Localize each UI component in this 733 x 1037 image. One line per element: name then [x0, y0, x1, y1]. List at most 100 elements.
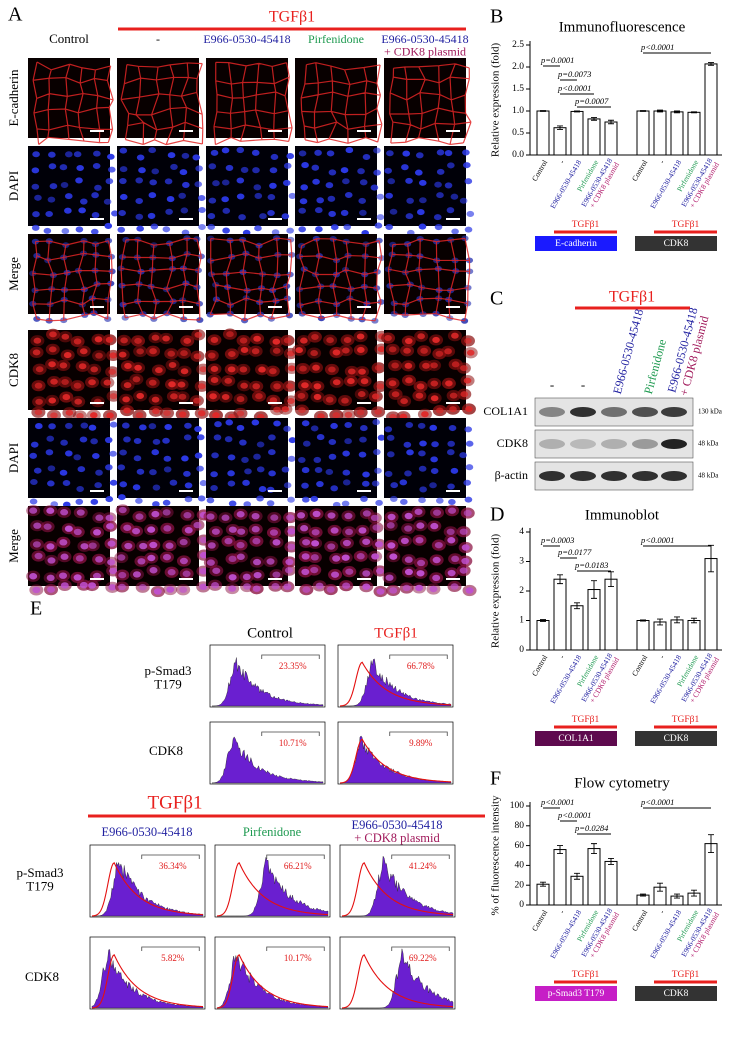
nucleus [300, 337, 308, 344]
nucleus [436, 149, 445, 156]
nucleus [328, 210, 336, 217]
nucleus [46, 574, 55, 582]
error-bar [674, 893, 680, 899]
nucleus [150, 223, 159, 230]
nucleus [105, 464, 113, 471]
nucleus [345, 528, 354, 536]
nucleus [177, 381, 186, 388]
nucleus [151, 510, 160, 518]
nucleus [65, 450, 73, 457]
nucleus [123, 524, 132, 531]
nucleus [46, 435, 55, 442]
nucleus [405, 177, 413, 184]
nucleus [80, 422, 89, 429]
nucleus [252, 167, 260, 174]
nucleus [31, 183, 40, 190]
bar [553, 578, 567, 651]
nucleus [302, 440, 311, 447]
group-box [535, 731, 617, 746]
nucleus [330, 485, 339, 492]
nucleus [344, 191, 353, 199]
nucleus [228, 350, 236, 358]
nucleus [418, 223, 427, 230]
nucleus [166, 196, 175, 203]
nucleus [415, 584, 424, 592]
gate-percentage: 23.35% [279, 661, 307, 671]
nucleus [259, 213, 267, 220]
nucleus [283, 162, 292, 169]
nucleus [400, 398, 408, 405]
blot-band [632, 471, 658, 481]
gate-percentage: 10.71% [279, 738, 307, 748]
nucleus [151, 396, 160, 403]
micrograph [384, 234, 474, 324]
nucleus [111, 210, 119, 217]
nucleus [420, 347, 428, 354]
histogram [337, 644, 454, 708]
nucleus [343, 336, 352, 344]
nucleus [287, 528, 296, 535]
nucleus [48, 423, 56, 430]
nucleus [134, 364, 142, 371]
nucleus [119, 193, 128, 201]
error-bar [691, 889, 697, 897]
nucleus [462, 149, 470, 156]
nucleus [34, 552, 43, 560]
histogram [214, 844, 331, 918]
nucleus [464, 496, 473, 503]
treatment-label: TGFβ1 [672, 970, 700, 980]
nucleus [103, 379, 112, 386]
nucleus [32, 586, 41, 594]
nucleus [225, 164, 234, 171]
bar [536, 883, 550, 906]
nucleus [135, 412, 144, 419]
nucleus [345, 147, 354, 154]
nucleus [228, 555, 237, 563]
panel-label: B [490, 6, 503, 28]
nucleus [386, 434, 395, 441]
nucleus [415, 152, 424, 159]
nucleus [389, 553, 398, 560]
nucleus [301, 467, 310, 474]
nucleus [390, 482, 399, 489]
nucleus [210, 365, 219, 373]
bar [553, 127, 567, 156]
nucleus [400, 498, 408, 505]
nucleus [385, 574, 394, 581]
row-label-line: p-Smad3 [145, 663, 192, 678]
nucleus [272, 539, 281, 546]
nucleus [357, 391, 366, 398]
nucleus [29, 452, 38, 459]
nucleus [60, 439, 68, 446]
error-bar [557, 574, 563, 585]
bar [653, 621, 667, 651]
blot-band [570, 407, 596, 417]
nucleus [357, 346, 365, 353]
nucleus [251, 419, 260, 426]
histogram [339, 936, 456, 1010]
nucleus [287, 397, 295, 405]
nucleus [47, 465, 56, 472]
nucleus [104, 437, 113, 444]
error-bar [574, 872, 580, 880]
gate [266, 946, 325, 951]
column-header: - [156, 32, 160, 46]
nucleus [167, 569, 176, 576]
nucleus [238, 214, 246, 221]
nucleus [288, 192, 297, 199]
nucleus [194, 331, 203, 338]
nucleus [193, 353, 202, 360]
nucleus [342, 539, 351, 547]
nucleus [94, 482, 102, 489]
histogram-control-line [341, 861, 454, 917]
error-bar [557, 845, 563, 854]
nucleus [273, 420, 281, 427]
nucleus [149, 541, 158, 549]
nucleus [342, 347, 350, 354]
nucleus [387, 513, 396, 521]
gate-percentage: 10.17% [284, 953, 312, 963]
nucleus [199, 480, 208, 487]
micrograph [295, 58, 383, 144]
error-bar [640, 893, 646, 897]
y-tick-label: 1.5 [512, 84, 524, 94]
